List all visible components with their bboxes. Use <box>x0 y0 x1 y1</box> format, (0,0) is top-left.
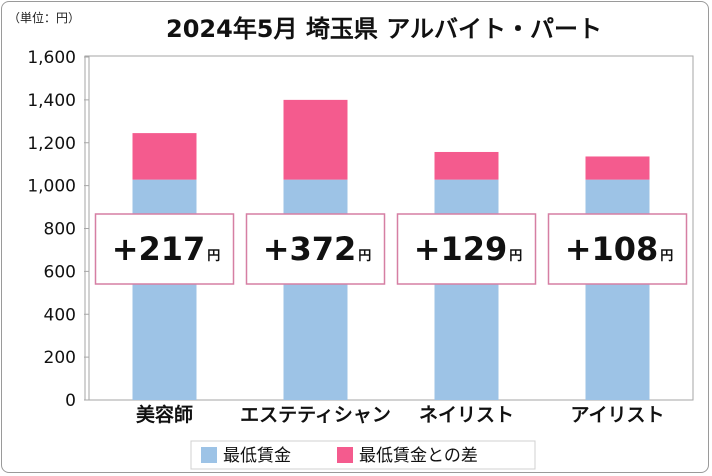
legend-swatch-difference <box>337 447 353 463</box>
difference-callout <box>396 213 537 285</box>
difference-callout <box>94 213 235 285</box>
difference-unit: 円 <box>660 249 673 264</box>
x-axis: 美容師 エステティシャン ネイリスト アイリスト <box>136 403 665 426</box>
legend-label-difference: 最低賃金との差 <box>359 446 478 466</box>
difference-unit: 円 <box>358 249 371 264</box>
y-tick-label: 0 <box>65 391 76 411</box>
difference-callout <box>547 213 688 285</box>
y-tick-label: 600 <box>44 262 76 282</box>
legend-box <box>190 440 536 470</box>
chart-title: 2024年5月 埼玉県 アルバイト・パート <box>166 15 602 43</box>
bar-minimum-wage <box>132 179 197 400</box>
bar-difference <box>283 99 348 180</box>
x-tick-label: アイリスト <box>570 404 664 426</box>
difference-value: +129 <box>414 230 508 268</box>
difference-unit: 円 <box>207 249 220 264</box>
legend-label-minimum-wage: 最低賃金 <box>223 446 291 466</box>
difference-value: +108 <box>565 230 659 268</box>
legend: 最低賃金 最低賃金との差 <box>190 440 536 470</box>
y-tick-label: 400 <box>44 305 76 325</box>
difference-value: +217 <box>112 230 206 268</box>
y-tick-label: 1,000 <box>27 177 76 197</box>
y-tick-label: 1,200 <box>27 134 76 154</box>
y-axis: 0 200 400 600 800 1,000 1,200 1,400 1,600 <box>27 48 89 411</box>
bar-minimum-wage <box>434 179 499 400</box>
y-tick-label: 800 <box>44 220 76 240</box>
difference-value: +372 <box>263 230 357 268</box>
x-tick-label: ネイリスト <box>419 404 514 426</box>
bar-difference <box>132 133 197 180</box>
difference-callout <box>245 213 386 285</box>
y-tick-label: 200 <box>44 348 76 368</box>
legend-swatch-minimum-wage <box>201 447 217 463</box>
bar-minimum-wage <box>585 179 650 400</box>
x-tick-label: 美容師 <box>136 403 193 426</box>
y-tick-label: 1,400 <box>27 91 76 111</box>
difference-unit: 円 <box>509 249 522 264</box>
annotations: +217 円 +372 円 +129 円 +108 円 <box>94 213 688 285</box>
bar-difference <box>434 151 499 180</box>
unit-label: （単位：円） <box>8 10 80 25</box>
bar-difference <box>585 156 650 180</box>
x-tick-label: エステティシャン <box>240 404 391 426</box>
bar-minimum-wage <box>283 179 348 400</box>
y-tick-label: 1,600 <box>27 48 76 68</box>
